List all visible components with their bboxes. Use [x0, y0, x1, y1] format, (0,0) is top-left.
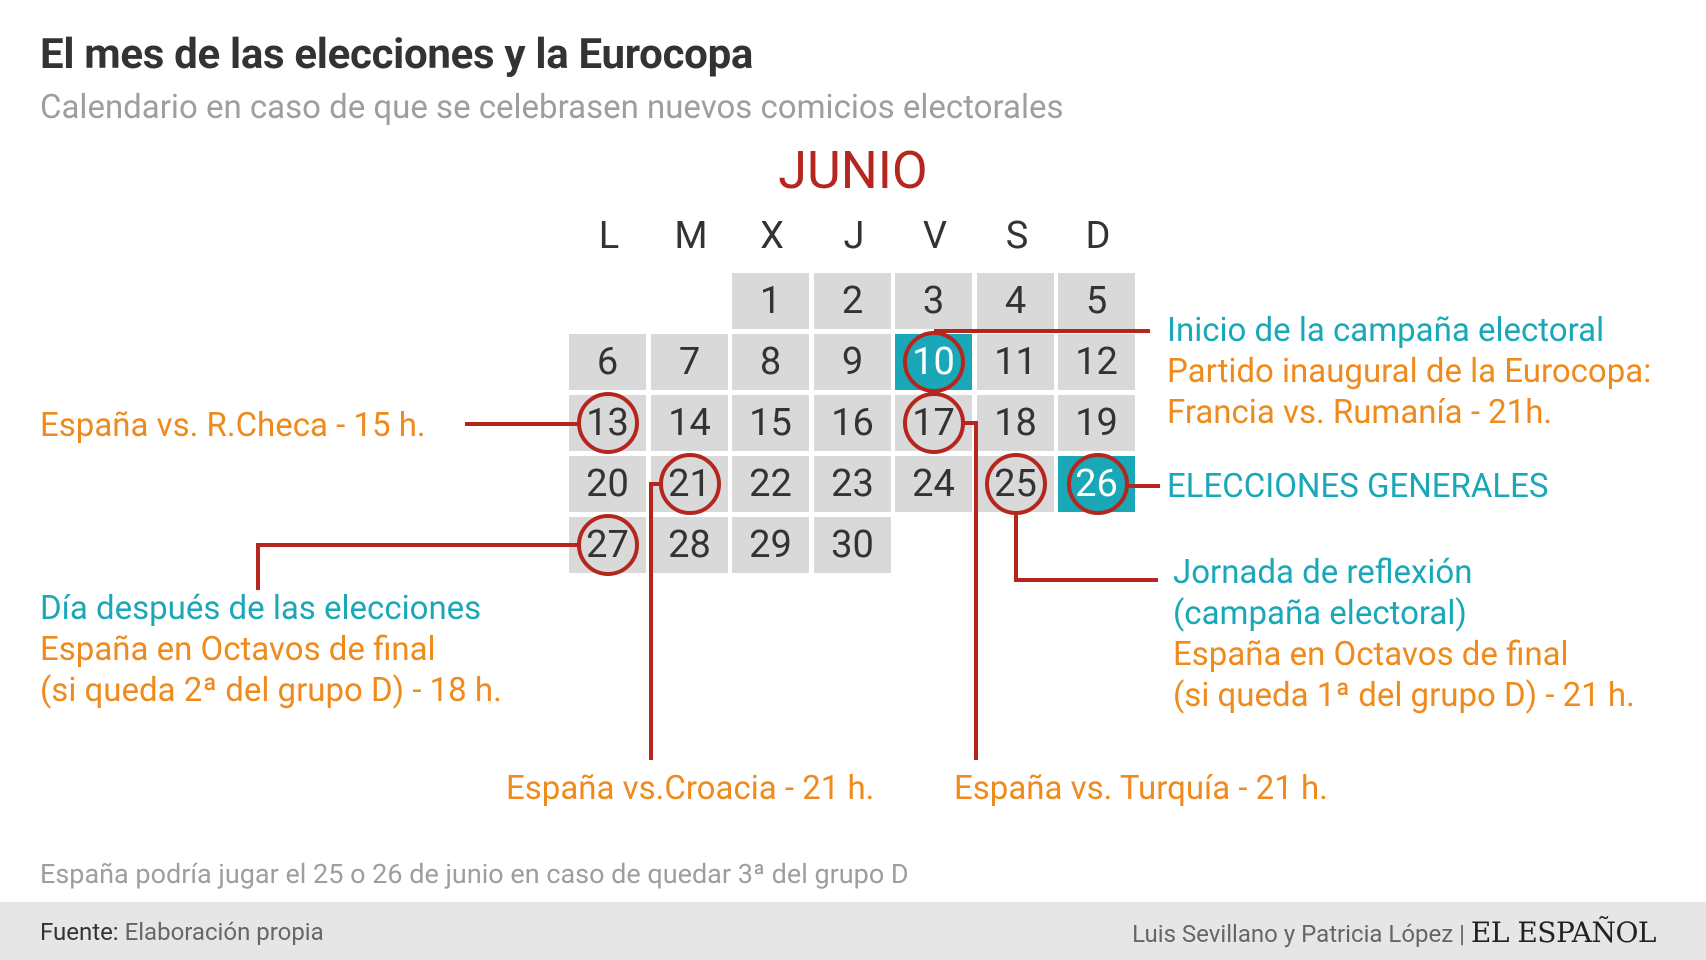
annotation-line: España en Octavos de final [1173, 635, 1569, 674]
annotation-day-13: España vs. R.Checa - 15 h. [40, 406, 426, 445]
weekday-header: V [922, 214, 948, 258]
day-27-connector [256, 543, 579, 590]
calendar-day-22: 22 [732, 456, 809, 512]
calendar-day-11: 11 [977, 334, 1054, 390]
source-label: Fuente: [40, 918, 119, 946]
annotation-day-17: España vs. Turquía - 21 h. [954, 769, 1328, 808]
annotation-line: (si queda 1ª del grupo D) - 21 h. [1173, 676, 1635, 715]
page-subtitle: Calendario en caso de que se celebrasen … [40, 88, 1064, 127]
annotation-line: Jornada de reflexión [1173, 553, 1473, 592]
annotation-day-25: Jornada de reflexión (campaña electoral)… [1173, 552, 1635, 716]
calendar-day-4: 4 [977, 273, 1054, 329]
annotation-line: Partido inaugural de la Eurocopa: [1167, 352, 1652, 391]
calendar-day-15: 15 [732, 395, 809, 451]
calendar-day-8: 8 [732, 334, 809, 390]
source-line: Fuente: Elaboración propia [40, 918, 324, 946]
annotation-line: (campaña electoral) [1173, 594, 1467, 633]
publisher-logo: EL ESPAÑOL [1470, 916, 1657, 949]
day-21-connector [649, 482, 661, 760]
calendar-day-28: 28 [651, 517, 728, 573]
calendar-day-9: 9 [814, 334, 891, 390]
day-25-connector [1014, 513, 1158, 582]
weekday-header: X [760, 214, 784, 258]
calendar-day-25: 25 [977, 456, 1054, 512]
calendar-day-12: 12 [1058, 334, 1135, 390]
calendar-day-3: 3 [895, 273, 972, 329]
author-credits: Luis Sevillano y Patricia López | [1132, 920, 1465, 948]
annotation-day-26: ELECCIONES GENERALES [1167, 467, 1549, 506]
day-17-circle [903, 392, 965, 454]
annotation-line: Francia vs. Rumanía - 21h. [1167, 393, 1553, 432]
calendar-day-16: 16 [814, 395, 891, 451]
calendar-day-13: 13 [569, 395, 646, 451]
annotation-day-27: Día después de las elecciones España en … [40, 588, 502, 711]
source-value: Elaboración propia [124, 918, 324, 946]
footer-bar [0, 902, 1706, 960]
day-17-connector [963, 421, 978, 760]
calendar-day-18: 18 [977, 395, 1054, 451]
annotation-line: Inicio de la campaña electoral [1167, 311, 1605, 350]
weekday-header: S [1005, 214, 1029, 258]
credits-line: Luis Sevillano y Patricia López | EL ESP… [1132, 916, 1656, 949]
day-25-circle [985, 453, 1047, 515]
calendar-day-23: 23 [814, 456, 891, 512]
page-title: El mes de las elecciones y la Eurocopa [40, 30, 754, 79]
calendar-day-30: 30 [814, 517, 891, 573]
calendar-day-5: 5 [1058, 273, 1135, 329]
calendar-day-21: 21 [651, 456, 728, 512]
day-27-circle [577, 514, 639, 576]
annotation-day-10: Inicio de la campaña electoral Partido i… [1167, 310, 1651, 433]
calendar-day-2: 2 [814, 273, 891, 329]
weekday-header: D [1085, 214, 1111, 258]
calendar-day-27: 27 [569, 517, 646, 573]
day-21-circle [659, 453, 721, 515]
weekday-header: M [674, 214, 708, 258]
calendar-day-14: 14 [651, 395, 728, 451]
annotation-line: Día después de las elecciones [40, 589, 482, 628]
day-26-circle [1067, 453, 1129, 515]
calendar-day-24: 24 [895, 456, 972, 512]
calendar-day-10: 10 [895, 334, 972, 390]
calendar-day-7: 7 [651, 334, 728, 390]
day-13-circle [577, 392, 639, 454]
day-10-circle [903, 331, 965, 393]
annotation-line: España en Octavos de final [40, 630, 436, 669]
weekday-header: L [598, 214, 620, 258]
calendar-day-6: 6 [569, 334, 646, 390]
calendar-day-1: 1 [732, 273, 809, 329]
annotation-line: (si queda 2ª del grupo D) - 18 h. [40, 671, 502, 710]
calendar-day-17: 17 [895, 395, 972, 451]
annotation-day-21: España vs.Croacia - 21 h. [506, 769, 875, 808]
calendar-day-29: 29 [732, 517, 809, 573]
calendar-day-19: 19 [1058, 395, 1135, 451]
calendar-day-20: 20 [569, 456, 646, 512]
footnote: España podría jugar el 25 o 26 de junio … [40, 858, 909, 890]
calendar-month: JUNIO [778, 140, 928, 201]
weekday-header: J [843, 214, 865, 258]
